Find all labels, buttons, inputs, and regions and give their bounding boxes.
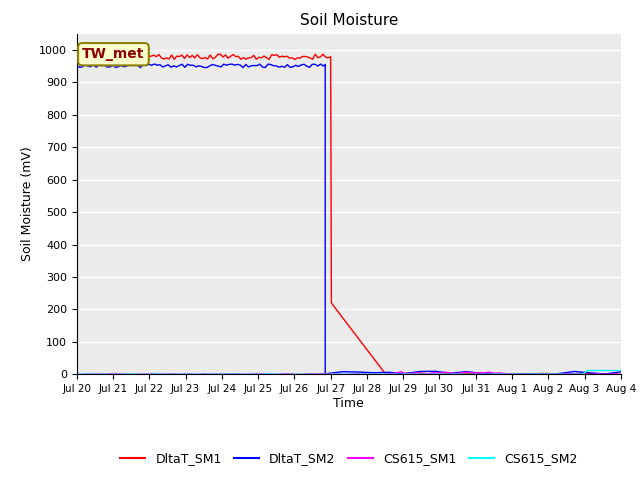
DltaT_SM2 [314, 63, 322, 69]
Line: CS615_SM1: CS615_SM1 [77, 372, 621, 374]
Y-axis label: Soil Moisture (mV): Soil Moisture (mV) [20, 146, 33, 262]
CS615_SM2 [199, 372, 207, 377]
CS615_SM1 [584, 372, 591, 377]
DltaT_SM2 [140, 60, 147, 66]
DltaT_SM2 [284, 62, 291, 68]
CS615_SM1 [73, 371, 81, 377]
DltaT_SM1 [73, 52, 81, 58]
DltaT_SM2 [298, 62, 305, 68]
CS615_SM2 [177, 372, 185, 377]
CS615_SM2 [600, 368, 608, 373]
Title: Soil Moisture: Soil Moisture [300, 13, 398, 28]
DltaT_SM2 [248, 63, 255, 69]
DltaT_SM1 [175, 54, 183, 60]
Legend: DltaT_SM1, DltaT_SM2, CS615_SM1, CS615_SM2: DltaT_SM1, DltaT_SM2, CS615_SM1, CS615_S… [115, 447, 582, 470]
CS615_SM2 [562, 372, 570, 377]
CS615_SM2 [73, 372, 81, 377]
DltaT_SM1 [312, 51, 319, 57]
CS615_SM1 [600, 372, 608, 377]
DltaT_SM1 [617, 372, 625, 377]
CS615_SM2 [617, 368, 625, 373]
DltaT_SM1 [134, 54, 142, 60]
DltaT_SM1 [508, 372, 516, 377]
CS615_SM2 [584, 368, 591, 373]
Line: DltaT_SM1: DltaT_SM1 [77, 54, 621, 374]
DltaT_SM2 [617, 369, 625, 375]
CS615_SM1 [370, 372, 378, 377]
DltaT_SM1 [216, 51, 224, 57]
CS615_SM1 [177, 372, 185, 377]
DltaT_SM2 [184, 61, 191, 67]
DltaT_SM1 [106, 54, 114, 60]
X-axis label: Time: Time [333, 397, 364, 410]
Line: DltaT_SM2: DltaT_SM2 [77, 63, 621, 374]
Line: CS615_SM2: CS615_SM2 [77, 371, 621, 374]
DltaT_SM2 [321, 372, 329, 377]
CS615_SM1 [353, 371, 361, 377]
CS615_SM1 [408, 371, 416, 376]
CS615_SM2 [579, 372, 586, 377]
CS615_SM2 [397, 372, 405, 377]
DltaT_SM1 [284, 53, 291, 59]
CS615_SM1 [617, 372, 625, 377]
DltaT_SM2 [586, 370, 594, 376]
CS615_SM1 [397, 369, 405, 375]
DltaT_SM1 [307, 55, 314, 61]
CS615_SM1 [199, 371, 207, 377]
Text: TW_met: TW_met [82, 47, 145, 61]
CS615_SM2 [353, 372, 361, 377]
DltaT_SM2 [73, 63, 81, 69]
